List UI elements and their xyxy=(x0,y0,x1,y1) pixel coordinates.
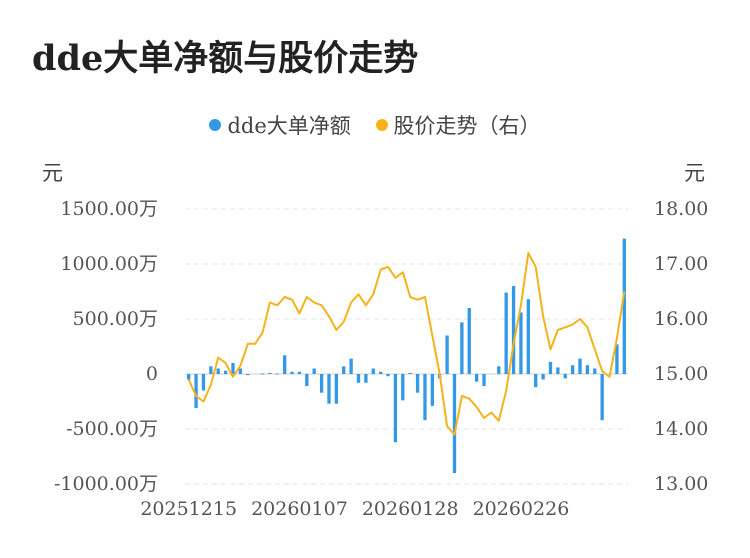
dde-bar xyxy=(194,374,198,409)
right-axis-unit: 元 xyxy=(684,161,705,185)
dde-bar xyxy=(445,335,449,374)
dde-bar xyxy=(534,374,538,388)
dde-bar xyxy=(497,366,501,374)
left-tick-label: -500.00万 xyxy=(66,418,158,440)
dde-bar xyxy=(312,368,316,374)
dde-bar xyxy=(260,373,265,375)
x-tick-label: 20251215 xyxy=(140,498,237,520)
left-tick-label: 500.00万 xyxy=(73,308,158,330)
dde-bar xyxy=(305,374,309,387)
dde-bar xyxy=(563,374,567,379)
dde-bar xyxy=(460,322,464,374)
x-tick-label: 20260226 xyxy=(473,498,570,520)
dde-bar xyxy=(378,371,383,374)
dde-bar xyxy=(474,374,479,382)
dde-bar xyxy=(556,367,560,374)
dde-bar xyxy=(578,358,582,374)
dde-bar xyxy=(511,286,516,374)
dde-bar xyxy=(356,374,361,383)
dde-bar xyxy=(467,308,471,374)
dde-bar xyxy=(570,365,575,374)
left-axis-unit: 元 xyxy=(42,161,63,185)
left-tick-label: -1000.00万 xyxy=(54,473,158,495)
dde-bar xyxy=(615,344,619,374)
dde-bar xyxy=(430,374,435,406)
legend-label-dde: dde大单净额 xyxy=(227,114,351,138)
right-tick-label: 17.00 xyxy=(654,253,708,275)
legend: dde大单净额 股价走势（右） xyxy=(0,110,750,140)
dde-bar xyxy=(334,374,339,404)
dde-bar xyxy=(268,372,272,374)
legend-item-dde[interactable]: dde大单净额 xyxy=(209,110,351,140)
dde-bar xyxy=(290,371,294,374)
dde-bar xyxy=(283,355,287,374)
legend-dot-price xyxy=(375,119,388,131)
left-tick-label: 1500.00万 xyxy=(60,198,158,220)
dde-bar xyxy=(386,374,390,377)
dde-bar xyxy=(541,374,545,380)
right-tick-label: 18.00 xyxy=(654,198,708,220)
chart-title: dde大单净额与股价走势 xyxy=(32,38,419,79)
left-tick-label: 0 xyxy=(146,363,158,385)
dde-bar xyxy=(593,368,597,374)
dde-bar xyxy=(223,370,228,374)
dde-bar xyxy=(600,374,604,421)
dde-bar xyxy=(423,374,427,421)
dde-bar xyxy=(482,374,486,387)
legend-item-price[interactable]: 股价走势（右） xyxy=(375,110,541,140)
dde-bar xyxy=(408,372,412,374)
dde-bar xyxy=(246,374,250,376)
dde-bar xyxy=(216,368,220,374)
dde-bar xyxy=(393,374,398,443)
right-tick-label: 15.00 xyxy=(654,363,708,385)
legend-label-price: 股价走势（右） xyxy=(393,114,541,138)
dde-bar xyxy=(585,365,590,374)
right-tick-label: 14.00 xyxy=(654,418,708,440)
dde-bar xyxy=(401,374,405,401)
dde-bar xyxy=(371,368,375,374)
x-tick-label: 20260107 xyxy=(251,498,348,520)
dde-bar xyxy=(342,366,346,374)
dde-bar xyxy=(622,238,626,374)
right-tick-label: 16.00 xyxy=(654,308,708,330)
dde-bar xyxy=(349,358,353,374)
dde-bar xyxy=(297,371,302,374)
dde-bar xyxy=(327,374,331,404)
dde-bar xyxy=(231,363,235,374)
dde-bar xyxy=(187,374,191,380)
dde-bar xyxy=(275,373,279,375)
x-tick-label: 20260128 xyxy=(362,498,459,520)
dde-bar xyxy=(548,361,553,374)
price-line xyxy=(187,252,626,436)
dde-bar xyxy=(238,368,243,374)
dde-bar xyxy=(364,374,368,383)
legend-dot-dde xyxy=(209,119,222,131)
dde-bar xyxy=(452,374,457,473)
dde-bar xyxy=(319,374,324,393)
dde-bar xyxy=(526,299,530,374)
left-tick-label: 1000.00万 xyxy=(60,253,158,275)
dde-bar xyxy=(519,312,523,374)
right-tick-label: 13.00 xyxy=(654,473,708,495)
dde-bar xyxy=(209,366,213,374)
dde-bar xyxy=(504,292,508,374)
dde-bar xyxy=(415,374,420,393)
dde-bar xyxy=(201,374,206,391)
